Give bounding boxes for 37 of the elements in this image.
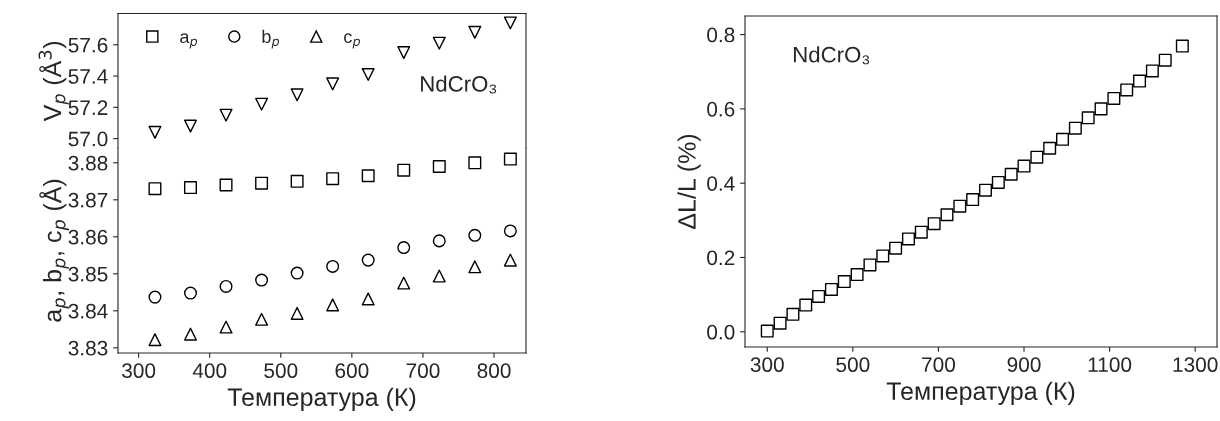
x-tick-label: 1300	[1173, 357, 1218, 373]
x-tick-label: 1100	[1088, 357, 1132, 373]
legend-label: b$_{p}$	[262, 29, 280, 49]
y-tick-label: 3.83	[68, 340, 108, 356]
y-axis-title: ΔL/L (%)	[677, 134, 701, 229]
y-tick-label: 3.88	[68, 155, 108, 171]
y-tick-label: 57.0	[68, 131, 108, 147]
x-axis-title: Температура (К)	[886, 381, 1075, 405]
y-tick-label: 3.86	[68, 229, 108, 245]
y-tick-label: 0.8	[707, 27, 735, 43]
y-tick-label: 0.2	[707, 250, 735, 266]
y-axis-title: a$_{p}$, b$_{p}$, c$_{p}$ (Å)	[39, 179, 69, 322]
x-tick-label: 500	[264, 363, 298, 379]
y-tick-label: 0.6	[707, 101, 735, 117]
y-tick-label: 3.84	[68, 303, 108, 319]
x-tick-label: 900	[1007, 357, 1041, 373]
y-tick-label: 57.4	[68, 69, 108, 84]
x-tick-label: 700	[406, 363, 440, 379]
y-tick-label: 0.4	[707, 176, 735, 191]
y-tick-label: 57.2	[68, 100, 108, 116]
legend-label: a$_{p}$	[180, 33, 198, 49]
y-tick-label: 3.85	[68, 266, 108, 282]
x-axis-title: Температура (К)	[227, 387, 416, 411]
x-tick-label: 500	[836, 357, 870, 373]
annotation: NdCrO₃	[794, 46, 870, 65]
y-tick-label: 3.87	[68, 192, 108, 208]
x-tick-label: 400	[192, 363, 227, 379]
annotation: NdCrO₃	[421, 75, 497, 94]
legend-label: c$_{p}$	[344, 33, 360, 49]
y-tick-label: 57.6	[68, 37, 108, 53]
y-tick-label: 0.0	[707, 324, 735, 340]
x-tick-label: 600	[335, 363, 369, 379]
x-tick-label: 700	[922, 357, 955, 373]
x-tick-label: 300	[750, 357, 784, 373]
x-tick-label: 300	[122, 363, 156, 379]
y-axis-title: V$_{p}$ (Å$^{3}$)	[38, 41, 69, 122]
x-tick-label: 800	[477, 363, 511, 379]
